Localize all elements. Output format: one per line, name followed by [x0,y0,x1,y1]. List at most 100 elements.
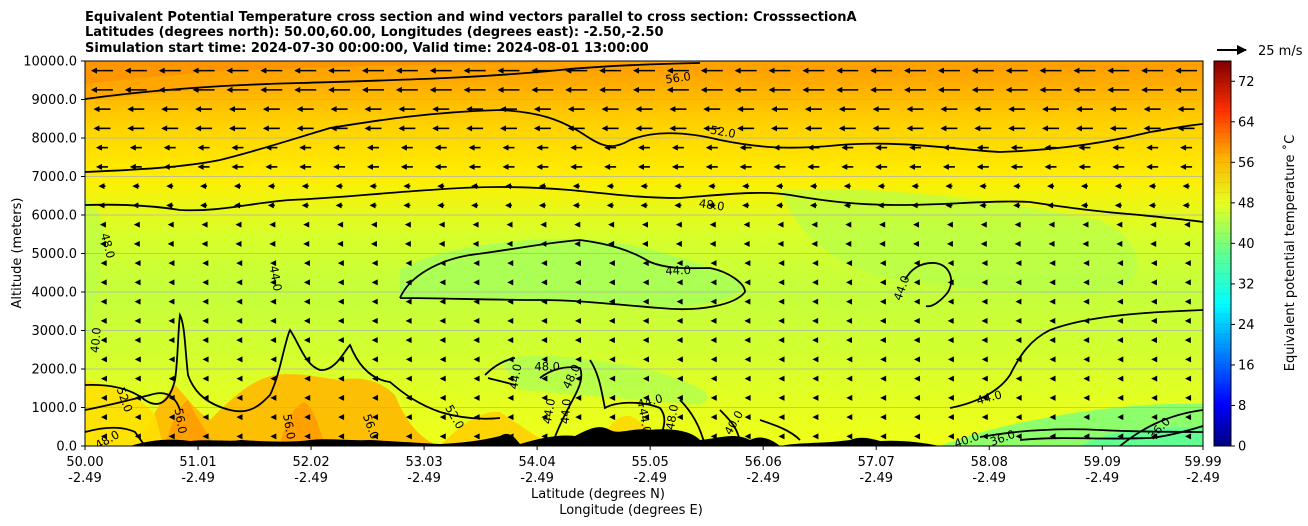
wind-vector [168,337,175,344]
contour-56 [85,62,701,100]
wind-vector [906,106,924,113]
wind-vector [99,240,106,247]
wind-vector [369,183,377,190]
wind-vector [299,163,312,170]
wind-vector [710,279,717,286]
contour-label: 56.0 [172,407,190,435]
wind-vector [236,433,243,440]
wind-vector [1141,67,1164,74]
wind-vector [981,337,988,344]
wind-vector [872,125,890,132]
wind-vector [134,337,141,344]
wind-vector [502,144,515,151]
wind-vector [371,356,378,363]
wind-vector [812,279,819,286]
wind-vector [335,183,343,190]
wind-vector [778,414,785,421]
wind-vector [635,125,653,132]
wind-vector [262,125,280,132]
wind-vector [606,202,614,209]
wind-vector [1078,144,1091,151]
colorbar-tick-label: 72 [1238,75,1255,90]
colorbar-tick-label: 24 [1238,318,1255,333]
wind-vector [405,337,412,344]
wind-vector [202,433,209,440]
wind-vector [541,356,548,363]
chart-title-line-2: Latitudes (degrees north): 50.00,60.00, … [85,25,664,40]
colorbar-tick-label: 64 [1238,115,1255,130]
wind-vector [846,414,853,421]
wind-vector [405,356,412,363]
wind-vector [703,125,721,132]
wind-vector [473,356,480,363]
theta-e-60-surface-region-b [280,402,325,446]
wind-vector [1185,375,1192,382]
wind-vector [812,317,819,324]
wind-vector [705,144,718,151]
y-tick-label: 8000.0 [32,132,78,147]
wind-vector [633,86,655,93]
wind-vector [303,221,310,228]
wind-vector [100,375,107,382]
wind-vector [497,67,520,74]
wind-vector [643,356,649,363]
wind-vector [913,317,920,324]
wind-vector [338,356,345,363]
wind-vector [811,240,818,247]
wind-vector [845,240,852,247]
wind-vector [674,183,682,190]
wind-vector [1049,337,1056,344]
y-axis-label: Altitude (meters) [10,198,25,309]
y-tick-label: 2000.0 [32,363,78,378]
wind-vector [1185,414,1192,421]
wind-vector [361,86,384,93]
wind-vector [1049,414,1056,421]
wind-vector [1180,163,1193,170]
wind-vector [843,183,851,190]
wind-vector [439,298,446,305]
wind-vector [1175,86,1198,93]
x-tick-label-lat: 53.03 [405,455,442,470]
wind-vector [1184,279,1191,286]
wind-vector [1049,394,1056,401]
wind-vector [744,414,751,421]
wind-vector [710,260,717,267]
wind-vector [260,86,283,93]
wind-vector [1107,67,1130,74]
wind-vector [879,317,886,324]
wind-vector [771,106,789,113]
wind-vector [811,221,818,228]
contour-44-small [484,357,516,386]
contour-label: 48.0 [98,231,118,259]
wind-vector [202,298,209,305]
wind-vector [337,240,344,247]
wind-vector [197,163,210,170]
wind-vector [531,86,554,93]
contour-48-lower [85,311,501,420]
wind-vector [947,260,954,267]
wind-vector [202,260,209,267]
wind-vector [1083,260,1090,267]
wind-vector [303,317,310,324]
x-tick-label-lat: 56.06 [745,455,782,470]
wind-vector [473,279,480,286]
wind-vector [296,106,314,113]
wind-vector [945,183,953,190]
colorbar-tick-label: 56 [1238,156,1255,171]
wind-vector [574,279,581,286]
y-tick-label: 9000.0 [32,93,78,108]
wind-vector [771,125,789,132]
wind-vector [904,86,927,93]
wind-vector [369,202,377,209]
wind-vector [1184,240,1191,247]
wind-vector [403,183,411,190]
wind-vector [737,106,755,113]
wind-vector [744,317,751,324]
wind-vector [734,67,757,74]
wind-vector [913,279,920,286]
wind-vector [777,221,784,228]
wind-vector [846,298,853,305]
x-tick-label-lat: 50.00 [66,455,103,470]
wind-vector [1117,414,1124,421]
